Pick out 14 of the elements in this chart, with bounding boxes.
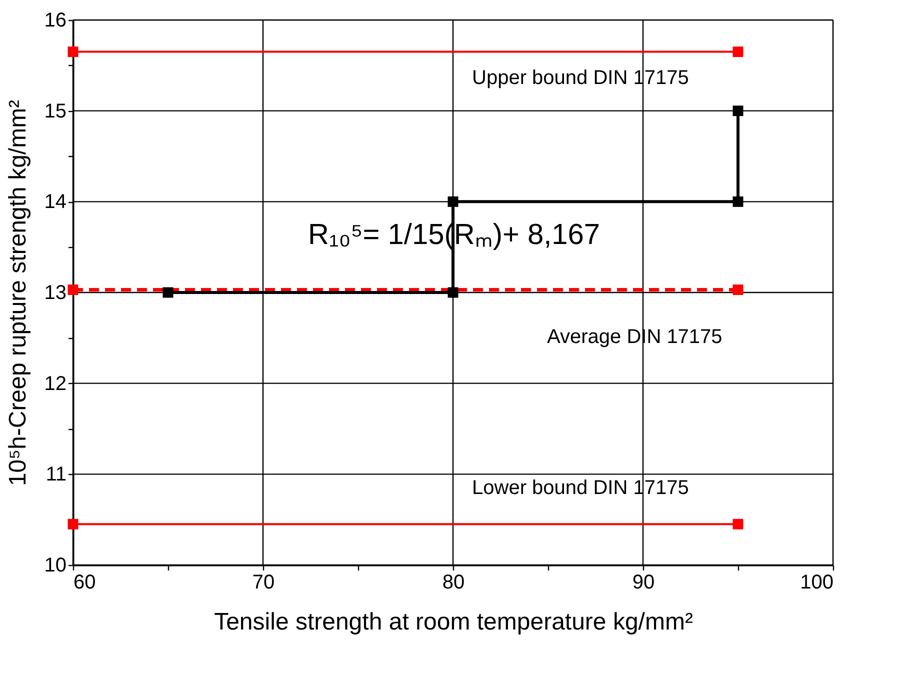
x-tick-label: 100 [800,572,834,594]
y-tick-label: 14 [44,191,66,214]
x-tick-label: 70 [252,572,275,594]
y-tick-label: 15 [44,100,66,122]
y-tick-label: 13 [44,282,66,304]
y-tick-label: 10 [44,554,66,576]
y-tick-label: 12 [44,372,66,395]
x-tick-label: 80 [442,572,465,594]
y-tick-label: 11 [46,464,66,486]
y-axis-title: 10⁵h-Creep rupture strength kg/mm² [4,100,32,486]
y-tick-label: 16 [44,10,66,32]
x-tick-label: 90 [632,572,655,594]
x-axis-title: Tensile strength at room temperature kg/mm² [214,608,693,636]
x-tick-label: 60 [74,572,96,594]
